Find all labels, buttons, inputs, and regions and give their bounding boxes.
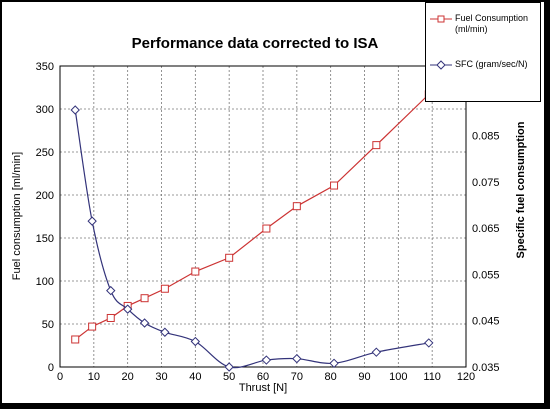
x-tick-label: 70	[291, 371, 303, 383]
y2-tick-label: 0.075	[472, 177, 500, 189]
sfc-data-point	[160, 327, 170, 337]
fuel-data-point	[71, 335, 80, 344]
y2-tick-label: 0.085	[472, 130, 500, 142]
x-tick-label: 80	[325, 371, 337, 383]
y2-tick-label: 0.055	[472, 269, 500, 281]
y-axis-label: Fuel consumption [ml/min]	[11, 152, 23, 280]
fuel-data-point	[292, 202, 301, 211]
plot-area	[59, 65, 467, 368]
legend-label-fuel: Fuel Consumption (ml/min)	[455, 13, 529, 34]
chart-title: Performance data corrected to ISA	[132, 35, 379, 52]
chart: Performance data corrected to ISA 0 10 20 3…	[11, 35, 527, 394]
x-tick-labels: 0 10 20 30 40 50 60 70 80 90 100 110 120	[57, 371, 475, 383]
legend-entry-sfc: SFC (gram/sec/N)	[430, 59, 537, 70]
legend-entry-fuel: Fuel Consumption (ml/min)	[430, 13, 537, 35]
grid	[60, 66, 466, 367]
y-tick-label: 0	[48, 362, 54, 374]
x-tick-label: 20	[122, 371, 134, 383]
y2-axis-label: Specific fuel consumption	[515, 121, 527, 258]
legend-square-marker-icon	[430, 14, 452, 24]
x-tick-label: 60	[257, 371, 269, 383]
fuel-data-point	[191, 267, 200, 276]
y2-tick-label: 0.045	[472, 316, 500, 328]
sfc-data-point	[190, 336, 201, 347]
y-tick-label: 50	[42, 319, 54, 331]
x-tick-label: 30	[155, 371, 167, 383]
x-tick-label: 100	[389, 371, 407, 383]
y2-tick-label: 0.035	[472, 362, 500, 374]
sfc-data-point	[70, 105, 80, 115]
y-tick-label: 200	[36, 190, 54, 202]
x-tick-label: 0	[57, 371, 63, 383]
y2-tick-label: 0.065	[472, 223, 500, 235]
x-tick-label: 90	[358, 371, 370, 383]
x-tick-label: 120	[457, 371, 475, 383]
sfc-data-point	[329, 358, 339, 369]
y-tick-label: 300	[36, 104, 54, 116]
fuel-data-point	[372, 141, 381, 150]
y-tick-label: 350	[36, 61, 54, 73]
x-axis-label: Thrust [N]	[239, 382, 287, 394]
sfc-data-point	[261, 355, 272, 365]
fuel-data-point	[88, 322, 97, 331]
sfc-data-point	[139, 318, 150, 328]
sfc-data-point	[122, 304, 133, 314]
fuel-data-point	[140, 294, 149, 303]
x-tick-label: 50	[223, 371, 235, 383]
y-tick-label: 100	[36, 276, 54, 288]
legend-label-sfc: SFC (gram/sec/N)	[455, 59, 528, 69]
x-tick-label: 40	[189, 371, 201, 383]
fuel-data-point	[160, 284, 169, 293]
sfc-data-point	[87, 216, 97, 226]
chart-frame: Performance data corrected to ISA 0 10 20 3…	[2, 2, 544, 403]
fuel-data-point	[330, 181, 339, 190]
sfc-data-point	[224, 362, 234, 372]
y-tick-labels: 0 50 100 150 200 250 300 350	[36, 61, 54, 374]
sfc-data-point	[106, 285, 116, 296]
fuel-data-point	[106, 313, 115, 322]
series-layer	[70, 90, 434, 372]
sfc-data-point	[424, 338, 434, 348]
sfc-data-point	[292, 353, 302, 364]
legend: Fuel Consumption (ml/min) SFC (gram/sec/…	[425, 2, 541, 102]
fuel-data-point	[225, 253, 234, 262]
sfc-data-point	[371, 347, 382, 357]
fuel-data-point	[262, 224, 271, 233]
x-tick-label: 10	[88, 371, 100, 383]
y-tick-label: 250	[36, 147, 54, 159]
y-tick-label: 150	[36, 233, 54, 245]
legend-diamond-marker-icon	[430, 60, 452, 70]
x-tick-label: 110	[423, 371, 441, 383]
